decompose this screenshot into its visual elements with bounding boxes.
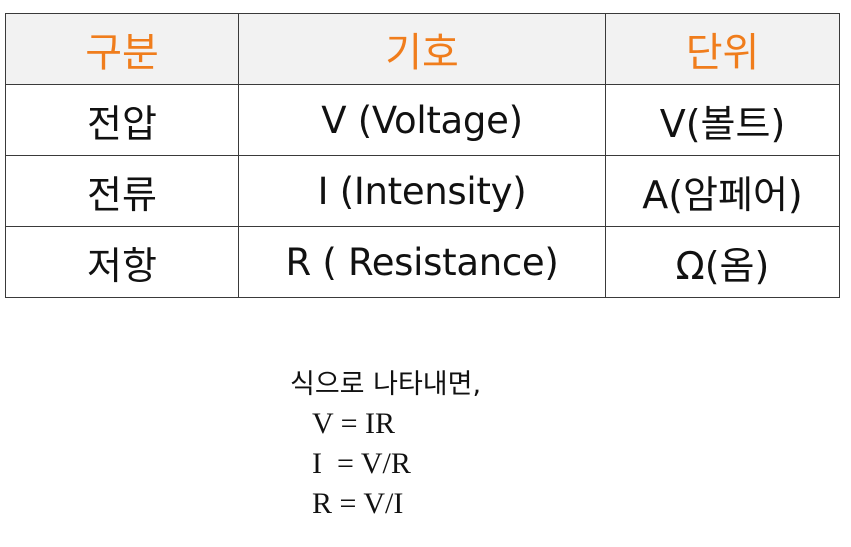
cell-symbol: R ( Resistance) (238, 226, 606, 298)
cell-symbol: V (Voltage) (238, 84, 606, 156)
formula-line: R = V/I (312, 487, 404, 520)
cell-category: 전류 (5, 155, 239, 227)
table-header-row: 구분 기호 단위 (5, 13, 840, 85)
cell-unit: A(암페어) (605, 155, 840, 227)
units-table: 구분 기호 단위 전압 V (Voltage) V(볼트) 전류 I (Inte… (5, 13, 840, 298)
formula-line: V = IR (312, 407, 396, 440)
cell-category: 저항 (5, 226, 239, 298)
cell-symbol: I (Intensity) (238, 155, 606, 227)
cell-category: 전압 (5, 84, 239, 156)
table-row: 전압 V (Voltage) V(볼트) (5, 84, 840, 156)
cell-unit: Ω(옴) (605, 226, 840, 298)
formula-block: 식으로 나타내면, V = IR I = V/R R = V/I (290, 368, 481, 524)
table-row: 저항 R ( Resistance) Ω(옴) (5, 226, 840, 298)
table-row: 전류 I (Intensity) A(암페어) (5, 155, 840, 227)
header-symbol: 기호 (238, 13, 606, 85)
header-category: 구분 (5, 13, 239, 85)
cell-unit: V(볼트) (605, 84, 840, 156)
header-unit: 단위 (605, 13, 840, 85)
formula-line: I = V/R (312, 447, 411, 480)
formula-intro: 식으로 나타내면, (290, 369, 482, 400)
